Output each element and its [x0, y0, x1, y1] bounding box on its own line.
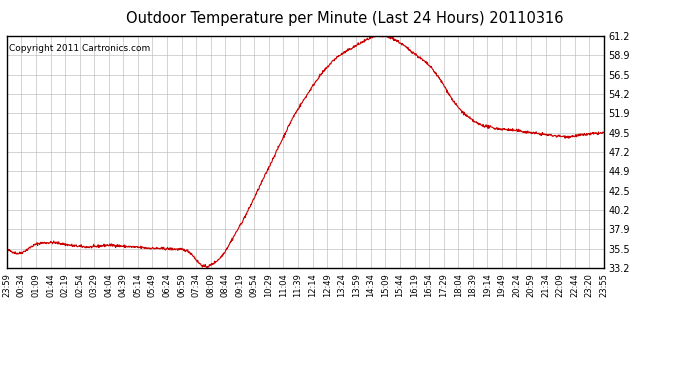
- Text: Copyright 2011 Cartronics.com: Copyright 2011 Cartronics.com: [9, 44, 150, 53]
- Text: Outdoor Temperature per Minute (Last 24 Hours) 20110316: Outdoor Temperature per Minute (Last 24 …: [126, 11, 564, 26]
